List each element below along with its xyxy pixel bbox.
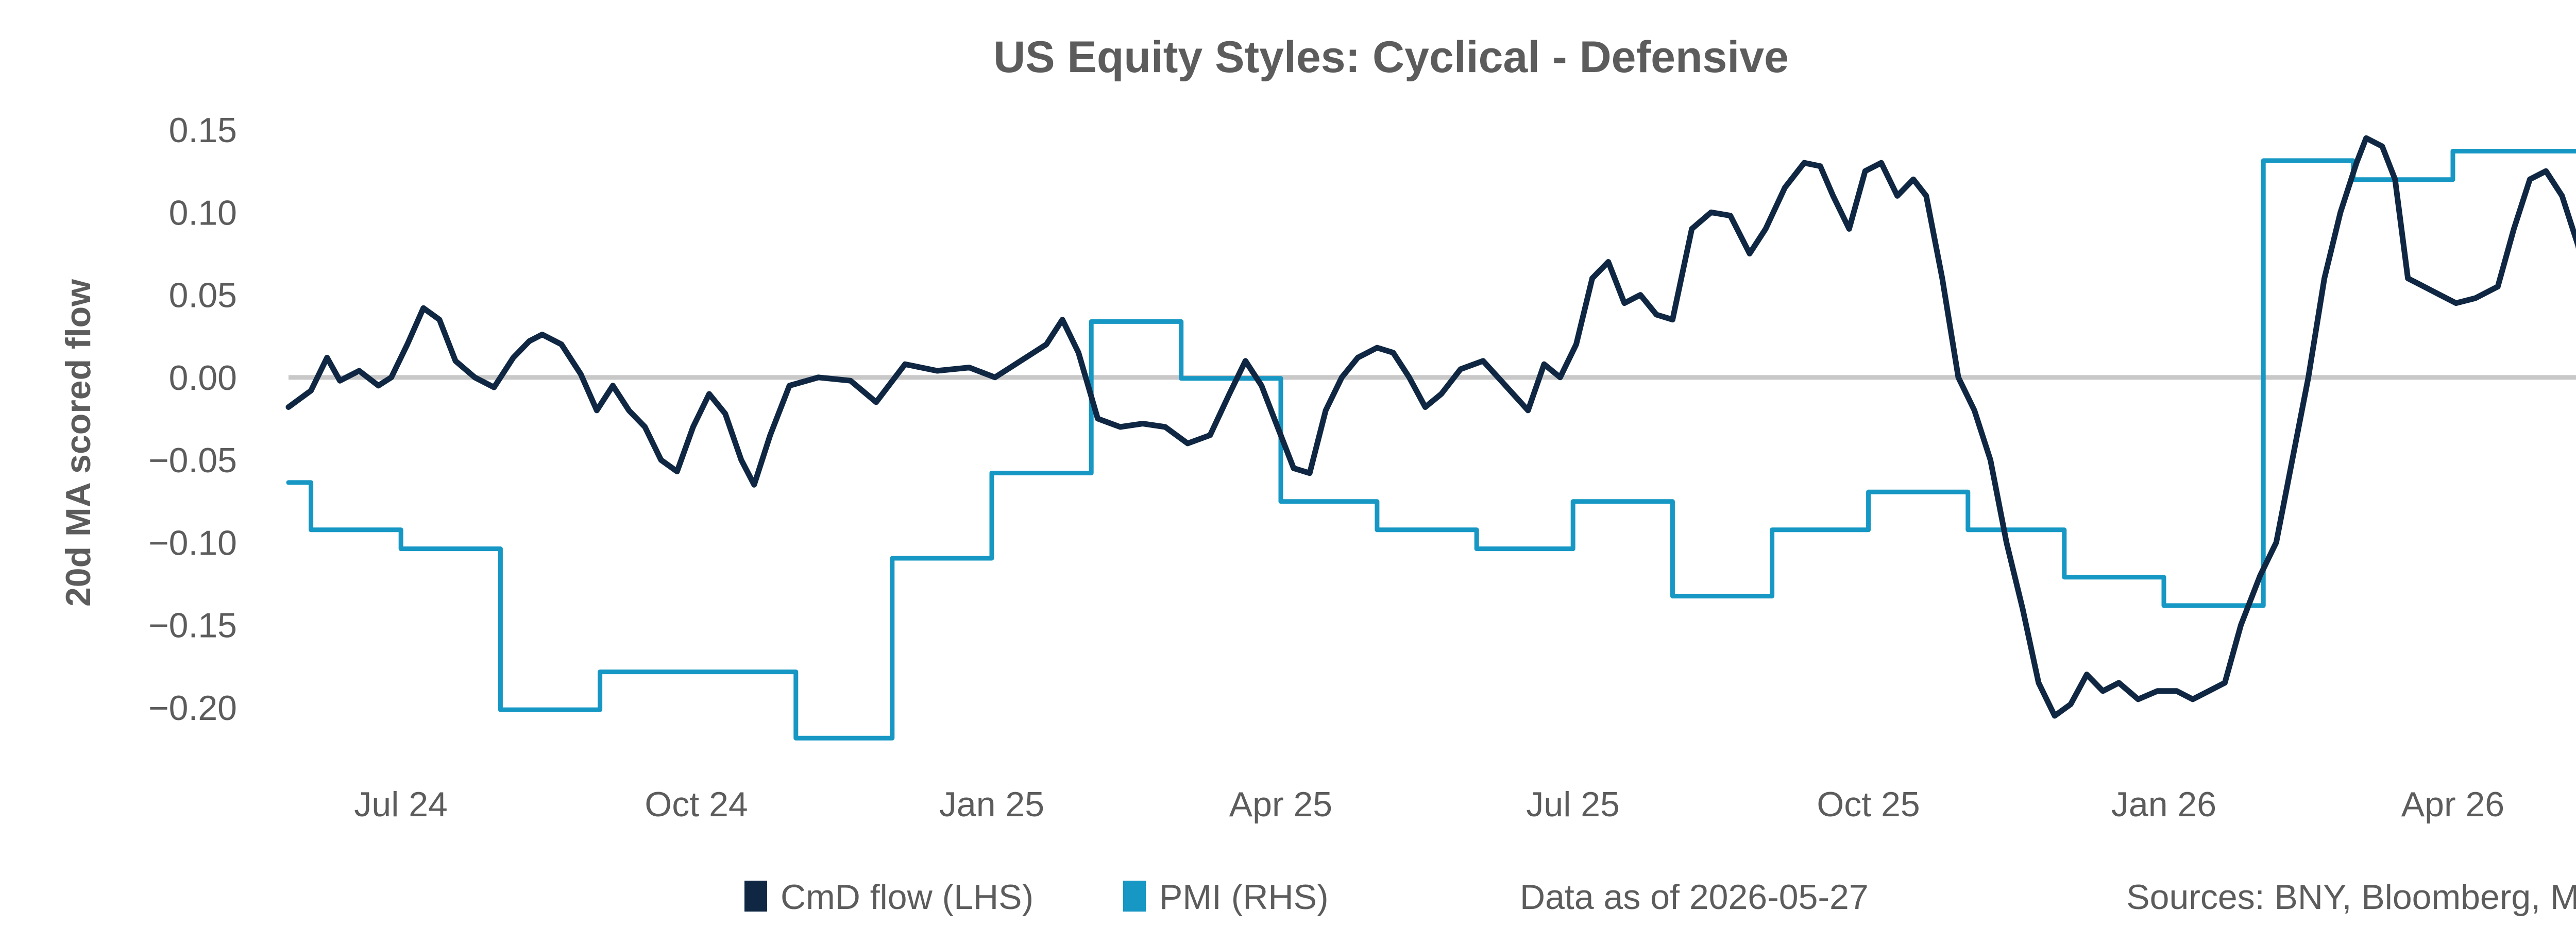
left-tick-label: 0.15 — [169, 111, 237, 150]
left-tick-label: 0.00 — [169, 358, 237, 398]
legend: CmD flow (LHS) PMI (RHS) — [744, 878, 1329, 917]
series-layer — [285, 135, 2576, 741]
x-tick-label: Oct 24 — [645, 785, 748, 824]
x-tick-label: Apr 26 — [2401, 785, 2504, 824]
x-axis-ticks: Jul 24 Oct 24 Jan 25 Apr 25 Jul 25 Oct 25 Jan … — [354, 785, 2504, 824]
left-axis-ticks: 0.15 0.10 0.05 0.00 −0.05 −0.10 −0.15 −0.20 — [148, 111, 237, 728]
x-tick-label: Apr 25 — [1229, 785, 1332, 824]
left-tick-label: −0.20 — [148, 689, 237, 728]
left-tick-label: −0.05 — [148, 441, 237, 480]
chart-title: US Equity Styles: Cyclical - Defensive — [993, 32, 1789, 82]
left-tick-label: 0.05 — [169, 276, 237, 315]
legend-swatch-cmd-flow — [744, 881, 767, 912]
x-tick-label: Jan 26 — [2111, 785, 2216, 824]
left-axis-label: 20d MA scored flow — [59, 279, 98, 607]
series-line-cmd-flow — [285, 135, 2576, 719]
data-as-of-note: Data as of 2026-05-27 — [1520, 878, 1869, 917]
legend-swatch-pmi — [1123, 881, 1146, 912]
left-tick-label: −0.10 — [148, 523, 237, 562]
x-tick-label: Jan 25 — [939, 785, 1044, 824]
x-tick-label: Oct 25 — [1817, 785, 1920, 824]
left-tick-label: −0.15 — [148, 606, 237, 645]
x-tick-label: Jul 24 — [354, 785, 447, 824]
series-line-pmi — [286, 149, 2576, 741]
legend-label-pmi: PMI (RHS) — [1159, 878, 1329, 917]
legend-label-cmd-flow: CmD flow (LHS) — [781, 878, 1033, 917]
x-tick-label: Jul 25 — [1526, 785, 1619, 824]
left-tick-label: 0.10 — [169, 193, 237, 232]
sources-note: Sources: BNY, Bloomberg, MSCI — [2126, 878, 2576, 917]
